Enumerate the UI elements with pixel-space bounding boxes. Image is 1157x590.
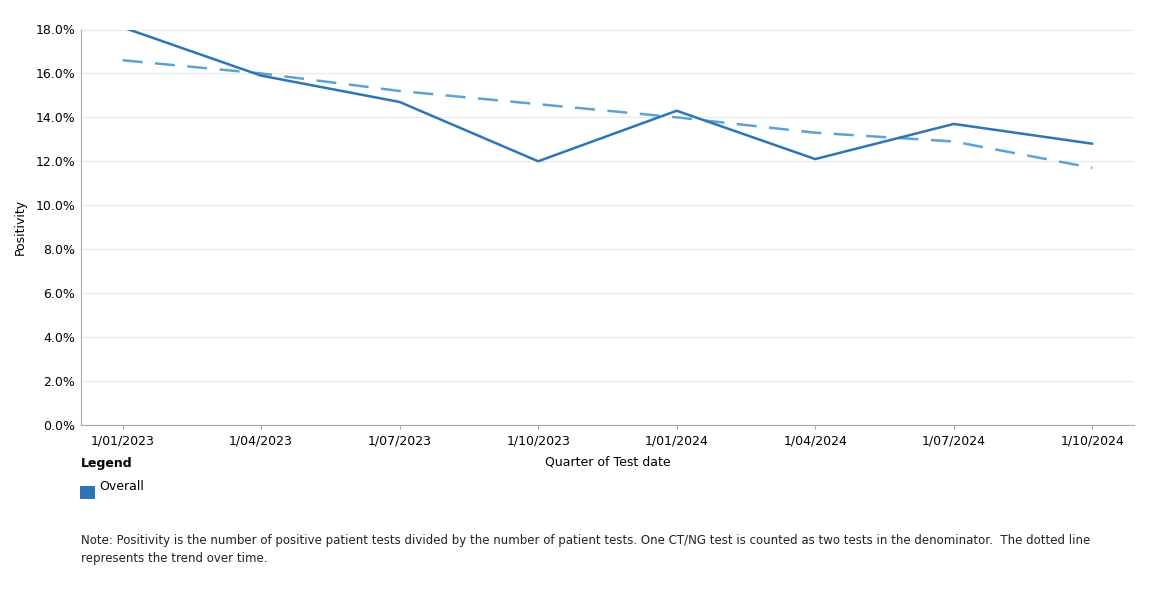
X-axis label: Quarter of Test date: Quarter of Test date <box>545 456 670 469</box>
Text: Overall: Overall <box>100 480 145 493</box>
Text: Legend: Legend <box>81 457 133 470</box>
Text: Note: Positivity is the number of positive patient tests divided by the number o: Note: Positivity is the number of positi… <box>81 534 1090 565</box>
Y-axis label: Positivity: Positivity <box>14 199 28 255</box>
